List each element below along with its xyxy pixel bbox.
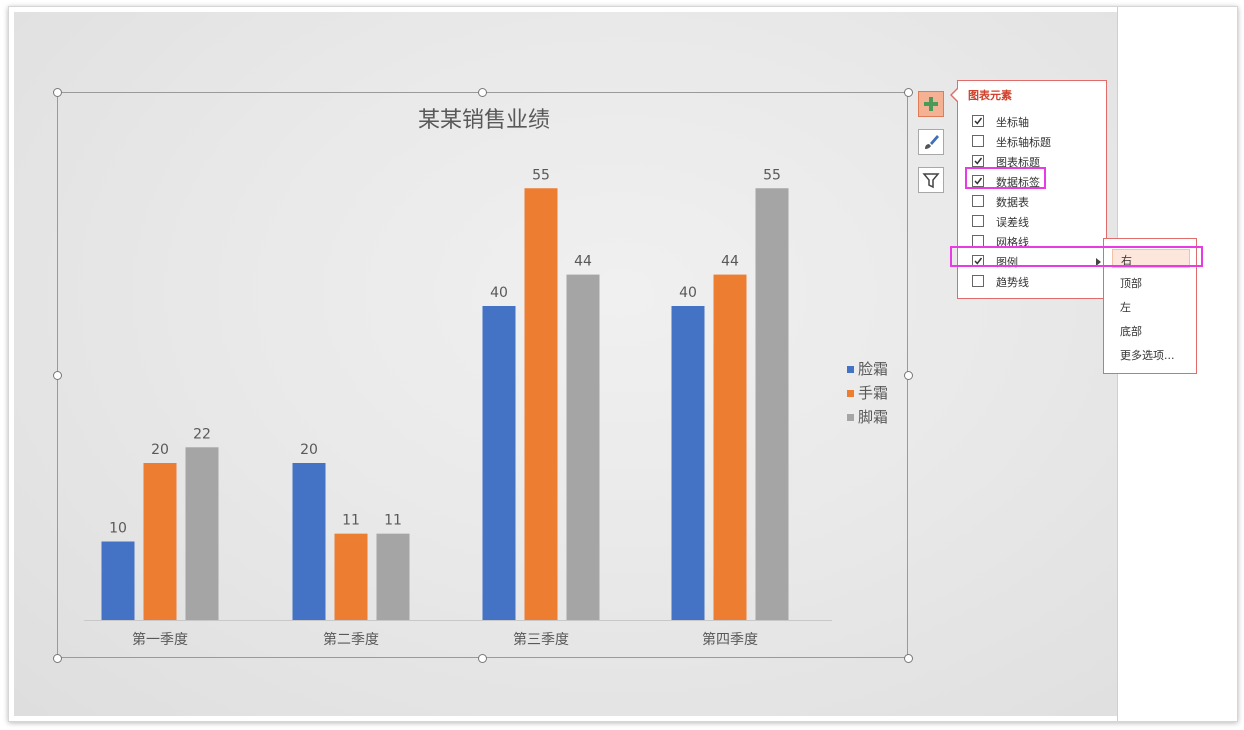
bar-手霜-第三季度 xyxy=(524,188,558,620)
data-label: 55 xyxy=(763,167,781,183)
bar-脸霜-第四季度 xyxy=(671,306,705,620)
data-label: 44 xyxy=(574,254,592,270)
legend-option[interactable]: 顶部 xyxy=(1112,273,1190,292)
check-icon xyxy=(974,117,983,125)
chart-elements-panel: 图表元素 坐标轴 坐标轴标题 图表标题 数据标签 数据表 误差线 网格线 图例 趋势线 xyxy=(957,80,1107,299)
category-label: 第三季度 xyxy=(513,631,569,648)
bar-脸霜-第三季度 xyxy=(482,306,516,620)
legend-position-submenu: 右顶部左底部更多选项... xyxy=(1103,238,1197,374)
legend-option[interactable]: 底部 xyxy=(1112,321,1190,340)
checkbox-unchecked[interactable] xyxy=(972,275,984,287)
category-label: 第一季度 xyxy=(132,631,188,648)
chart-elements-button[interactable] xyxy=(918,91,944,117)
legend-option-label: 顶部 xyxy=(1120,277,1142,290)
data-label: 10 xyxy=(109,521,127,537)
legend-entry: 脚霜 xyxy=(858,408,888,426)
resize-handle-bottom-right[interactable] xyxy=(904,654,913,663)
element-label: 数据表 xyxy=(996,196,1029,209)
legend-swatch-手霜 xyxy=(847,390,854,397)
category-label: 第四季度 xyxy=(702,631,758,648)
resize-handle-bottom[interactable] xyxy=(478,654,487,663)
element-label: 趋势线 xyxy=(996,276,1029,289)
filter-icon xyxy=(922,173,940,189)
panel-pointer-inner xyxy=(952,88,959,102)
legend-option-label: 更多选项... xyxy=(1120,349,1175,362)
slide-canvas: 某某销售业绩 10 20 22 第一季度 20 11 11 第二季度 40 55 44 第三季度 40 44… xyxy=(14,12,1117,716)
element-label: 数据标签 xyxy=(996,176,1040,189)
data-label: 22 xyxy=(193,426,211,442)
legend-option[interactable]: 右 xyxy=(1112,249,1190,268)
window-frame: 某某销售业绩 10 20 22 第一季度 20 11 11 第二季度 40 55 44 第三季度 40 44… xyxy=(8,6,1238,722)
check-icon xyxy=(974,257,983,265)
highlight-data-labels xyxy=(965,167,1046,189)
legend-option-label: 左 xyxy=(1120,301,1131,314)
check-icon xyxy=(974,177,983,185)
bar-手霜-第四季度 xyxy=(713,274,747,620)
category-label: 第二季度 xyxy=(323,631,379,648)
check-icon xyxy=(974,157,983,165)
resize-handle-top[interactable] xyxy=(478,88,487,97)
panel-title: 图表元素 xyxy=(968,89,1012,102)
resize-handle-left[interactable] xyxy=(53,371,62,380)
legend-entry: 脸霜 xyxy=(858,360,888,378)
bar-脚霜-第一季度 xyxy=(185,447,219,620)
bar-脸霜-第二季度 xyxy=(292,463,326,620)
resize-handle-right[interactable] xyxy=(904,371,913,380)
data-label: 44 xyxy=(721,254,739,270)
resize-handle-bottom-left[interactable] xyxy=(53,654,62,663)
bar-脸霜-第一季度 xyxy=(101,541,135,620)
checkbox-unchecked[interactable] xyxy=(972,215,984,227)
checkbox-checked[interactable] xyxy=(972,175,984,187)
bar-手霜-第一季度 xyxy=(143,463,177,620)
bar-chart: 某某销售业绩 10 20 22 第一季度 20 11 11 第二季度 40 55 44 第三季度 40 44… xyxy=(84,108,888,648)
data-label: 40 xyxy=(679,285,697,301)
checkbox-checked[interactable] xyxy=(972,115,984,127)
checkbox-unchecked[interactable] xyxy=(972,195,984,207)
bar-脚霜-第二季度 xyxy=(376,533,410,620)
chart-title: 某某销售业绩 xyxy=(418,108,550,133)
element-label: 坐标轴 xyxy=(996,116,1029,129)
data-label: 20 xyxy=(151,442,169,458)
checkbox-checked[interactable] xyxy=(972,155,984,167)
brush-icon xyxy=(925,135,939,149)
legend-swatch-脚霜 xyxy=(847,414,854,421)
resize-handle-top-left[interactable] xyxy=(53,88,62,97)
bar-手霜-第二季度 xyxy=(334,533,368,620)
data-label: 20 xyxy=(300,442,318,458)
data-label: 40 xyxy=(490,285,508,301)
data-label: 55 xyxy=(532,167,550,183)
highlight-legend-right xyxy=(950,246,1203,267)
legend-option-label: 右 xyxy=(1121,254,1132,267)
chart-styles-button[interactable] xyxy=(918,129,944,155)
legend-swatch-脸霜 xyxy=(847,366,854,373)
legend-option[interactable]: 左 xyxy=(1112,297,1190,316)
plus-icon xyxy=(924,97,938,111)
legend-option-label: 底部 xyxy=(1120,325,1142,338)
element-label: 误差线 xyxy=(996,216,1029,229)
resize-handle-top-right[interactable] xyxy=(904,88,913,97)
submenu-arrow-icon[interactable] xyxy=(1096,258,1101,266)
legend-entry: 手霜 xyxy=(858,384,888,402)
bar-脚霜-第三季度 xyxy=(566,274,600,620)
element-label: 坐标轴标题 xyxy=(996,136,1051,149)
checkbox-unchecked[interactable] xyxy=(972,135,984,147)
data-label: 11 xyxy=(342,513,360,529)
element-label: 图表标题 xyxy=(996,156,1040,169)
chart-filters-button[interactable] xyxy=(918,167,944,193)
legend-option[interactable]: 更多选项... xyxy=(1112,345,1190,364)
data-label: 11 xyxy=(384,513,402,529)
element-label: 网格线 xyxy=(996,236,1029,249)
bar-脚霜-第四季度 xyxy=(755,188,789,620)
